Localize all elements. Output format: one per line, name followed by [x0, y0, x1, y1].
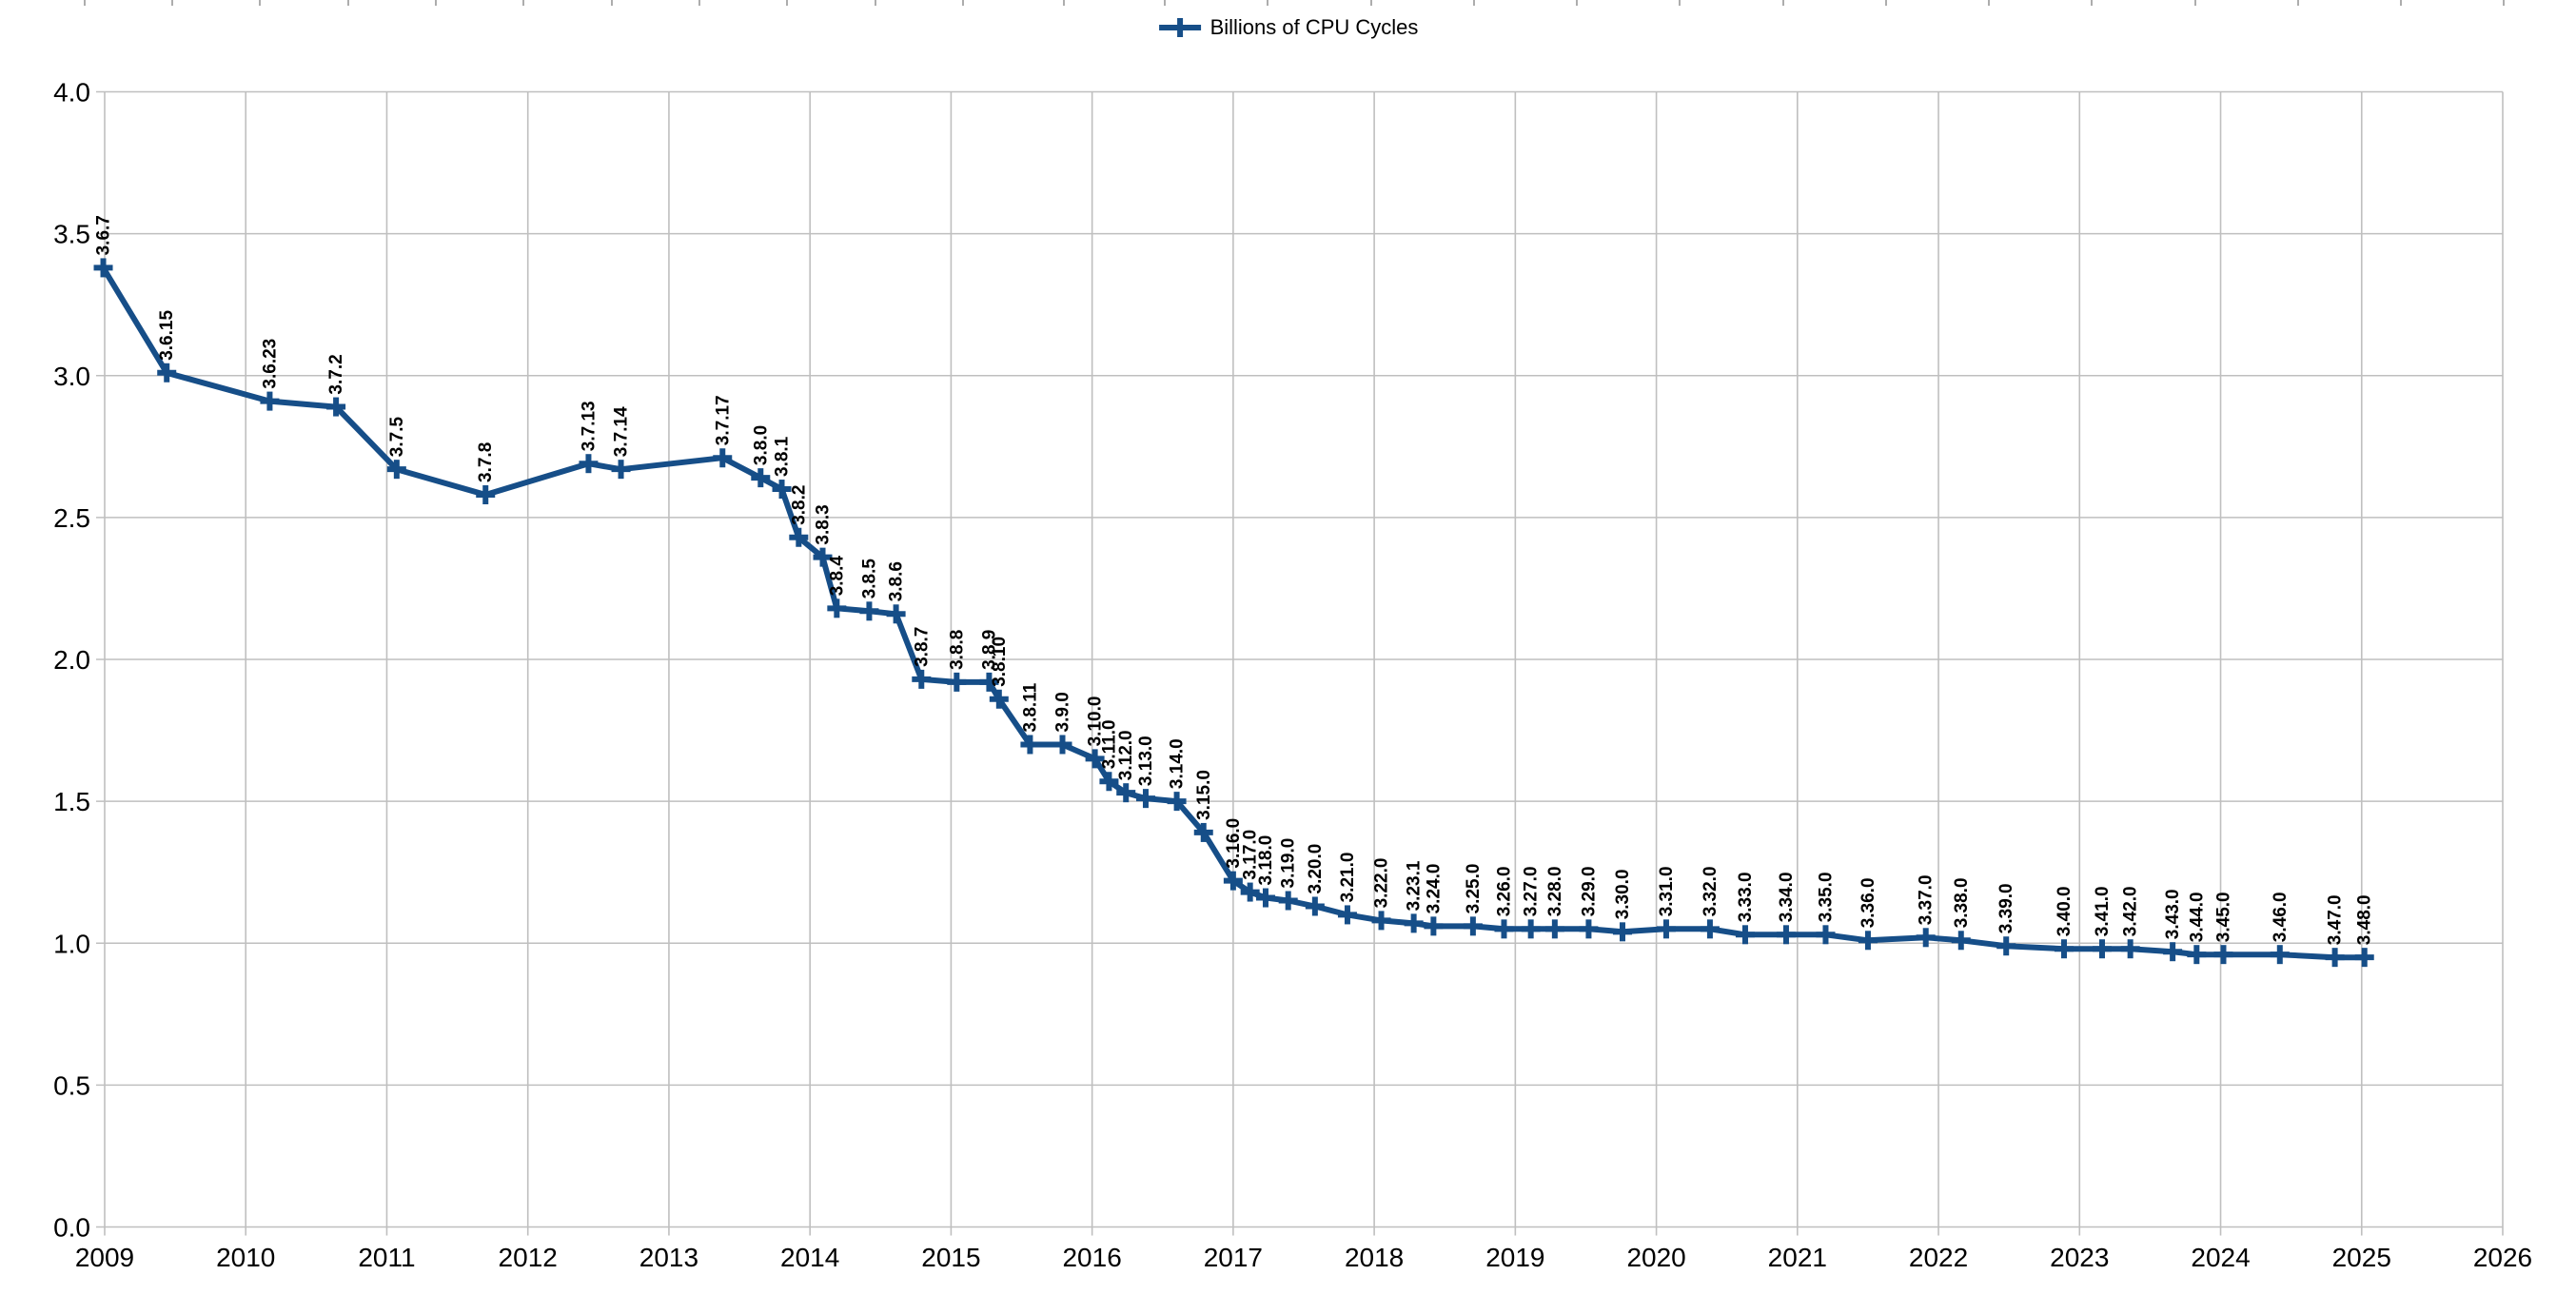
y-axis-label: 0.0 — [53, 1213, 90, 1243]
data-point-label: 3.21.0 — [1338, 853, 1358, 903]
gridlines — [96, 90, 2504, 1236]
top-ruler-ticks — [84, 0, 2505, 6]
data-point-label: 3.12.0 — [1116, 730, 1136, 780]
data-point-label: 3.8.1 — [773, 436, 793, 477]
data-point-label: 3.25.0 — [1464, 864, 1484, 914]
data-point-label: 3.7.8 — [476, 442, 496, 482]
data-point-label: 3.44.0 — [2187, 892, 2207, 942]
data-point-label: 3.6.15 — [157, 310, 177, 361]
x-axis-label: 2009 — [75, 1243, 134, 1272]
x-axis-label: 2026 — [2473, 1243, 2532, 1272]
data-point-label: 3.38.0 — [1952, 877, 1972, 928]
x-axis-label: 2018 — [1345, 1243, 1404, 1272]
data-point-label: 3.36.0 — [1858, 877, 1878, 928]
data-point-label: 3.6.7 — [94, 215, 114, 255]
data-point-label: 3.8.7 — [912, 627, 932, 667]
x-axis-label: 2015 — [921, 1243, 980, 1272]
legend-line-marker-icon — [1158, 18, 1201, 37]
data-point-label: 3.37.0 — [1917, 874, 1937, 925]
data-point-label: 3.35.0 — [1817, 872, 1837, 922]
data-point-label: 3.8.6 — [887, 561, 907, 601]
data-point-label: 3.9.0 — [1053, 692, 1073, 732]
data-point-label: 3.45.0 — [2214, 892, 2234, 942]
data-point-label: 3.7.14 — [612, 406, 632, 457]
data-point-labels: 3.6.7 3.6.15 3.6.23 3.7.2 3.7.5 3.7.8 3.7.13 3.… — [94, 215, 2375, 945]
y-axis-label: 4.0 — [53, 78, 90, 108]
data-point-label: 3.7.5 — [387, 417, 407, 458]
y-axis-labels: 0.0 0.5 1.0 1.5 2.0 2.5 3.0 3.5 4.0 — [53, 78, 90, 1243]
data-point-label: 3.17.0 — [1241, 830, 1261, 880]
data-point-label: 3.41.0 — [2093, 886, 2113, 936]
data-point-label: 3.8.2 — [789, 485, 809, 525]
x-axis-label: 2013 — [639, 1243, 698, 1272]
data-point-label: 3.16.0 — [1224, 818, 1244, 869]
x-axis-label: 2022 — [1909, 1243, 1968, 1272]
data-point-label: 3.20.0 — [1306, 844, 1326, 894]
data-point-label: 3.31.0 — [1657, 866, 1677, 916]
x-axis-label: 2012 — [499, 1243, 558, 1272]
y-axis-label: 2.5 — [53, 503, 90, 533]
data-point-label: 3.33.0 — [1736, 872, 1756, 922]
data-point-label: 3.8.4 — [827, 556, 847, 597]
data-point-label: 3.13.0 — [1136, 736, 1156, 786]
y-axis-label: 0.5 — [53, 1070, 90, 1100]
data-point-label: 3.15.0 — [1194, 770, 1214, 820]
y-axis-label: 1.5 — [53, 787, 90, 816]
data-point-label: 3.47.0 — [2326, 894, 2346, 945]
data-point-label: 3.7.2 — [326, 354, 346, 394]
legend-label: Billions of CPU Cycles — [1209, 15, 1419, 39]
x-axis-labels: 2009 2010 2011 2012 2013 2014 2015 2016 2017 2018… — [75, 1243, 2532, 1272]
data-point-label: 3.29.0 — [1579, 866, 1599, 916]
data-point-label: 3.26.0 — [1495, 866, 1515, 916]
y-axis-label: 3.0 — [53, 362, 90, 391]
data-point-label: 3.48.0 — [2355, 894, 2375, 945]
x-axis-label: 2010 — [216, 1243, 275, 1272]
data-point-label: 3.32.0 — [1701, 866, 1721, 916]
data-point-label: 3.14.0 — [1168, 738, 1188, 789]
y-axis-label: 3.5 — [53, 220, 90, 249]
data-point-label: 3.8.5 — [859, 559, 879, 599]
data-point-label: 3.8.10 — [990, 637, 1010, 687]
data-point-label: 3.19.0 — [1279, 838, 1299, 889]
data-point-label: 3.18.0 — [1256, 835, 1276, 886]
data-point-label: 3.28.0 — [1545, 866, 1565, 916]
x-axis-label: 2016 — [1062, 1243, 1121, 1272]
data-point-label: 3.39.0 — [1996, 883, 2016, 933]
x-axis-label: 2011 — [358, 1243, 415, 1272]
data-point-label: 3.43.0 — [2163, 889, 2183, 939]
data-point-label: 3.42.0 — [2121, 886, 2141, 936]
chart-legend: Billions of CPU Cycles — [1158, 15, 1419, 40]
data-point-label: 3.30.0 — [1613, 869, 1633, 919]
x-axis-label: 2021 — [1768, 1243, 1827, 1272]
data-point-label: 3.8.0 — [751, 425, 771, 465]
x-axis-label: 2023 — [2050, 1243, 2109, 1272]
data-point-label: 3.10.0 — [1086, 697, 1106, 747]
y-axis-label: 2.0 — [53, 645, 90, 675]
data-point-label: 3.40.0 — [2055, 886, 2075, 936]
x-axis-label: 2017 — [1204, 1243, 1263, 1272]
data-point-label: 3.6.23 — [260, 339, 280, 389]
series-markers — [93, 258, 2374, 968]
x-axis-label: 2020 — [1626, 1243, 1685, 1272]
data-point-label: 3.7.17 — [713, 395, 733, 445]
data-point-label: 3.46.0 — [2271, 892, 2291, 942]
data-point-label: 3.8.8 — [947, 630, 967, 670]
y-axis-label: 1.0 — [53, 929, 90, 958]
data-point-label: 3.22.0 — [1372, 858, 1392, 909]
data-point-label: 3.8.9 — [979, 630, 999, 670]
data-point-label: 3.27.0 — [1522, 866, 1542, 916]
data-point-label: 3.8.3 — [814, 504, 834, 544]
data-point-label: 3.8.11 — [1020, 682, 1040, 732]
data-point-label: 3.23.1 — [1405, 860, 1425, 911]
x-axis-label: 2019 — [1485, 1243, 1544, 1272]
x-axis-label: 2025 — [2332, 1243, 2391, 1272]
data-point-label: 3.34.0 — [1777, 872, 1797, 922]
x-axis-label: 2024 — [2191, 1243, 2250, 1272]
data-point-label: 3.24.0 — [1424, 864, 1444, 914]
data-point-label: 3.7.13 — [579, 401, 599, 451]
data-point-label: 3.11.0 — [1099, 719, 1119, 769]
x-axis-label: 2014 — [780, 1243, 839, 1272]
